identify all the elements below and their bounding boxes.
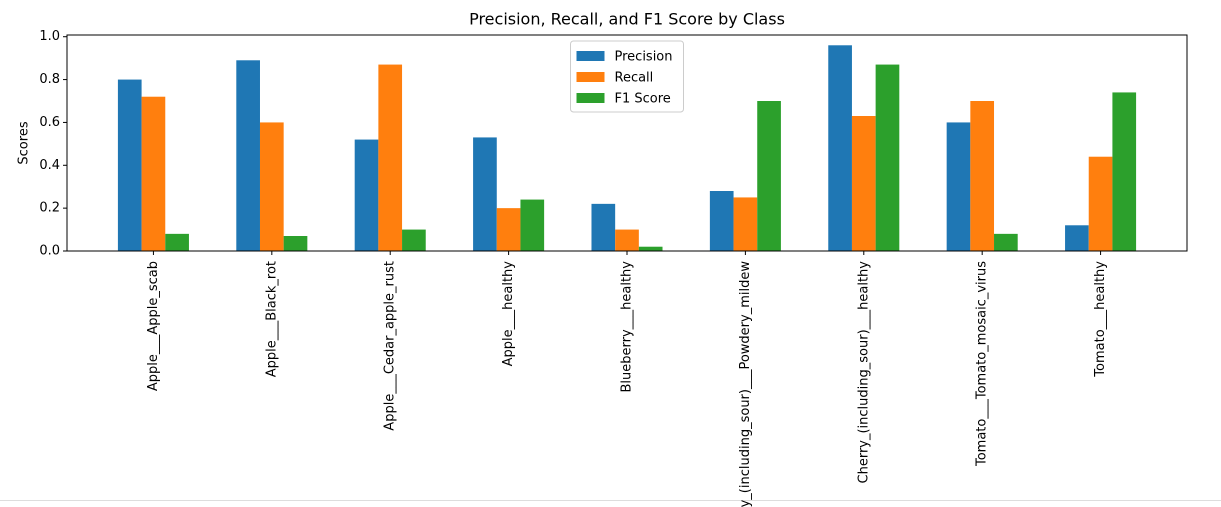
bar xyxy=(709,191,734,251)
legend-swatch xyxy=(576,51,605,61)
y-tick-label: 0.0 xyxy=(39,244,60,259)
x-tick-label: Apple___healthy xyxy=(501,261,516,367)
bar xyxy=(828,45,852,252)
x-tick-label: Tomato___Tomato_mosaic_virus xyxy=(975,261,990,467)
bar xyxy=(236,60,260,252)
plot-frame xyxy=(66,34,1188,252)
bar xyxy=(354,139,379,251)
bar xyxy=(283,236,308,251)
bar xyxy=(591,203,616,251)
y-tick-label: 0.4 xyxy=(39,158,60,173)
bar xyxy=(994,233,1018,251)
bar xyxy=(141,96,166,251)
x-tick-label: Cherry_(including_sour)___healthy xyxy=(856,261,871,484)
bar xyxy=(970,101,995,251)
bar xyxy=(1112,92,1137,251)
y-axis-label: Scores xyxy=(17,121,32,164)
legend-label: Recall xyxy=(615,71,654,86)
bar xyxy=(165,233,189,251)
bar xyxy=(117,79,142,251)
bar xyxy=(733,197,758,251)
y-tick-label: 0.6 xyxy=(39,115,60,130)
bar xyxy=(378,64,403,251)
bar xyxy=(473,137,497,251)
legend-swatch xyxy=(576,72,605,82)
bar xyxy=(615,229,639,251)
bar xyxy=(520,199,545,251)
x-tick-label: Apple___Apple_scab xyxy=(146,261,161,391)
legend-label: Precision xyxy=(615,50,673,65)
legend-label: F1 Score xyxy=(615,92,671,107)
bar xyxy=(851,116,876,251)
bar xyxy=(1065,225,1089,251)
bar xyxy=(946,122,971,251)
y-tick-label: 1.0 xyxy=(39,29,60,44)
bar xyxy=(875,64,900,251)
x-tick-label: Cherry_(including_sour)___Powdery_mildew xyxy=(738,261,753,507)
bar xyxy=(259,122,284,251)
legend: Precision Recall F1 Score xyxy=(570,40,684,113)
bar xyxy=(638,246,663,251)
bar xyxy=(757,101,781,251)
bar xyxy=(402,229,426,251)
chart-title: Precision, Recall, and F1 Score by Class xyxy=(469,10,785,29)
bar xyxy=(1088,156,1113,251)
x-tick-label: Blueberry___healthy xyxy=(620,261,635,393)
y-tick-label: 0.2 xyxy=(39,201,60,216)
legend-swatch xyxy=(576,93,605,103)
x-tick-label: Apple___Cedar_apple_rust xyxy=(383,261,398,431)
x-tick-label: Apple___Black_rot xyxy=(264,261,279,377)
y-tick-label: 0.8 xyxy=(39,72,60,87)
bar xyxy=(496,208,521,251)
x-tick-label: Tomato___healthy xyxy=(1093,261,1108,378)
